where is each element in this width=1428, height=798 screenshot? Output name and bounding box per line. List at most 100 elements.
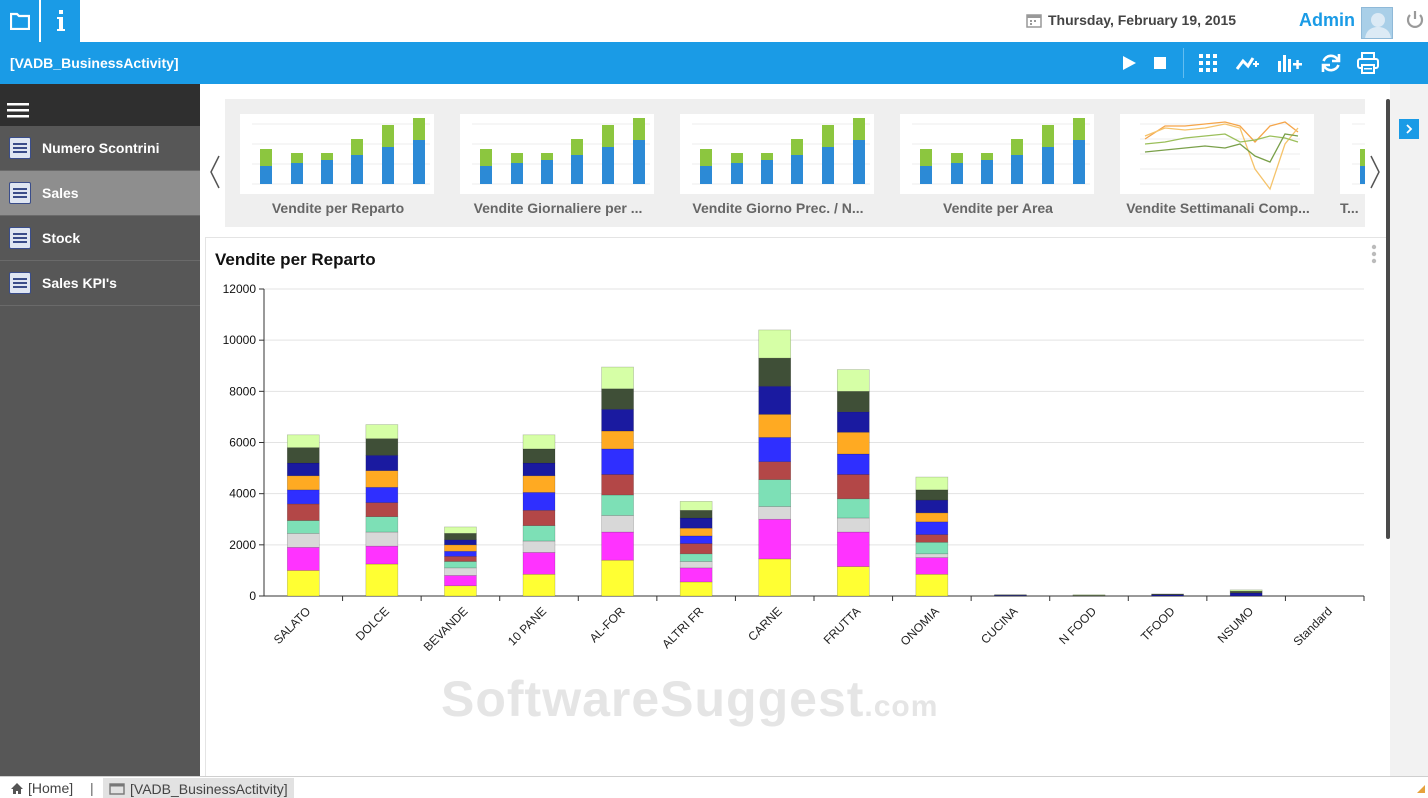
- bar-segment[interactable]: [758, 437, 792, 462]
- bar-segment[interactable]: [1072, 594, 1106, 597]
- bar-segment[interactable]: [286, 533, 320, 548]
- bar-segment[interactable]: [836, 369, 870, 392]
- bar-segment[interactable]: [915, 499, 949, 514]
- bar-segment[interactable]: [286, 475, 320, 491]
- bar-segment[interactable]: [836, 531, 870, 567]
- menu-toggle[interactable]: [0, 84, 200, 126]
- bar-segment[interactable]: [836, 453, 870, 475]
- bar-segment[interactable]: [522, 552, 556, 575]
- bar-segment[interactable]: [994, 594, 1027, 596]
- bar-segment[interactable]: [915, 541, 949, 555]
- add-bar-chart-button[interactable]: [1275, 48, 1305, 78]
- bar-segment[interactable]: [679, 581, 713, 597]
- bar-segment[interactable]: [286, 570, 320, 597]
- bar-segment[interactable]: [915, 553, 949, 558]
- bar-segment[interactable]: [679, 561, 713, 569]
- bar-segment[interactable]: [444, 585, 477, 597]
- avatar[interactable]: [1361, 7, 1393, 39]
- bar-segment[interactable]: [365, 502, 399, 517]
- bar-segment[interactable]: [1151, 593, 1184, 596]
- bar-segment[interactable]: [444, 544, 477, 552]
- bar-segment[interactable]: [758, 461, 792, 480]
- bar-segment[interactable]: [1072, 594, 1106, 596]
- bar-segment[interactable]: [286, 489, 320, 505]
- bar-segment[interactable]: [758, 357, 792, 387]
- bar-segment[interactable]: [679, 509, 713, 519]
- bar-segment[interactable]: [836, 474, 870, 500]
- bar-segment[interactable]: [365, 531, 399, 547]
- bar-segment[interactable]: [286, 462, 320, 477]
- carousel-next-button[interactable]: [1367, 152, 1383, 192]
- bar-segment[interactable]: [601, 408, 634, 432]
- bar-segment[interactable]: [365, 438, 399, 456]
- bar-segment[interactable]: [915, 534, 949, 543]
- bar-segment[interactable]: [522, 434, 556, 450]
- bar-segment[interactable]: [522, 462, 556, 477]
- thumbnail-partial[interactable]: T...: [1340, 114, 1365, 216]
- bar-segment[interactable]: [758, 506, 792, 520]
- bar-segment[interactable]: [601, 515, 634, 533]
- bar-segment[interactable]: [836, 498, 870, 519]
- bar-segment[interactable]: [836, 411, 870, 433]
- bar-segment[interactable]: [758, 558, 792, 597]
- info-button[interactable]: [41, 0, 80, 42]
- bar-segment[interactable]: [365, 470, 399, 488]
- play-button[interactable]: [1114, 48, 1144, 78]
- bar-segment[interactable]: [836, 517, 870, 533]
- sidebar-item-stock[interactable]: Stock: [0, 216, 200, 261]
- bar-segment[interactable]: [601, 388, 634, 410]
- bar-segment[interactable]: [915, 521, 949, 535]
- bar-segment[interactable]: [444, 575, 477, 587]
- bar-segment[interactable]: [444, 561, 477, 569]
- add-line-chart-button[interactable]: [1233, 48, 1263, 78]
- thumbnail-vendite-giorno-prec[interactable]: Vendite Giorno Prec. / N...: [680, 114, 876, 216]
- bar-segment[interactable]: [915, 512, 949, 523]
- bar-segment[interactable]: [522, 475, 556, 493]
- bar-segment[interactable]: [758, 329, 792, 359]
- grid-view-button[interactable]: [1193, 48, 1223, 78]
- carousel-prev-button[interactable]: [207, 152, 223, 192]
- bar-segment[interactable]: [679, 501, 713, 511]
- bar-segment[interactable]: [286, 520, 320, 534]
- bar-segment[interactable]: [601, 494, 634, 516]
- sidebar-item-sales[interactable]: Sales: [0, 171, 200, 216]
- bar-segment[interactable]: [365, 545, 399, 565]
- bar-segment[interactable]: [994, 594, 1027, 597]
- bar-segment[interactable]: [679, 567, 713, 583]
- bar-segment[interactable]: [444, 539, 477, 546]
- bar-segment[interactable]: [522, 509, 556, 526]
- thumbnail-vendite-per-area[interactable]: Vendite per Area: [900, 114, 1096, 216]
- bar-segment[interactable]: [444, 526, 477, 534]
- bar-segment[interactable]: [365, 563, 399, 597]
- bar-segment[interactable]: [758, 414, 792, 438]
- user-name[interactable]: Admin: [1299, 10, 1355, 30]
- thumbnail-vendite-per-reparto[interactable]: Vendite per Reparto: [240, 114, 436, 216]
- bar-segment[interactable]: [601, 430, 634, 450]
- bar-segment[interactable]: [286, 447, 320, 464]
- bar-segment[interactable]: [758, 479, 792, 507]
- bar-segment[interactable]: [365, 424, 399, 439]
- bar-segment[interactable]: [522, 448, 556, 464]
- bar-segment[interactable]: [601, 448, 634, 475]
- bar-segment[interactable]: [522, 492, 556, 511]
- bar-segment[interactable]: [522, 573, 556, 597]
- bar-segment[interactable]: [679, 535, 713, 544]
- bar-segment[interactable]: [679, 543, 713, 555]
- breadcrumb-home[interactable]: [Home]: [10, 780, 73, 796]
- thumbnail-vendite-settimanali[interactable]: Vendite Settimanali Comp...: [1120, 114, 1316, 216]
- bar-segment[interactable]: [601, 559, 634, 597]
- bar-segment[interactable]: [365, 516, 399, 533]
- bar-segment[interactable]: [444, 556, 477, 562]
- bar-segment[interactable]: [915, 489, 949, 501]
- bar-segment[interactable]: [836, 566, 870, 597]
- bar-segment[interactable]: [836, 431, 870, 455]
- bar-segment[interactable]: [601, 474, 634, 496]
- panel-menu-icon[interactable]: [1371, 244, 1377, 264]
- bar-segment[interactable]: [679, 517, 713, 529]
- thumbnail-vendite-giornaliere[interactable]: Vendite Giornaliere per ...: [460, 114, 656, 216]
- bar-segment[interactable]: [286, 434, 320, 448]
- bar-segment[interactable]: [286, 547, 320, 571]
- bar-segment[interactable]: [836, 391, 870, 413]
- vertical-scrollbar[interactable]: [1386, 99, 1390, 539]
- bar-segment[interactable]: [915, 557, 949, 575]
